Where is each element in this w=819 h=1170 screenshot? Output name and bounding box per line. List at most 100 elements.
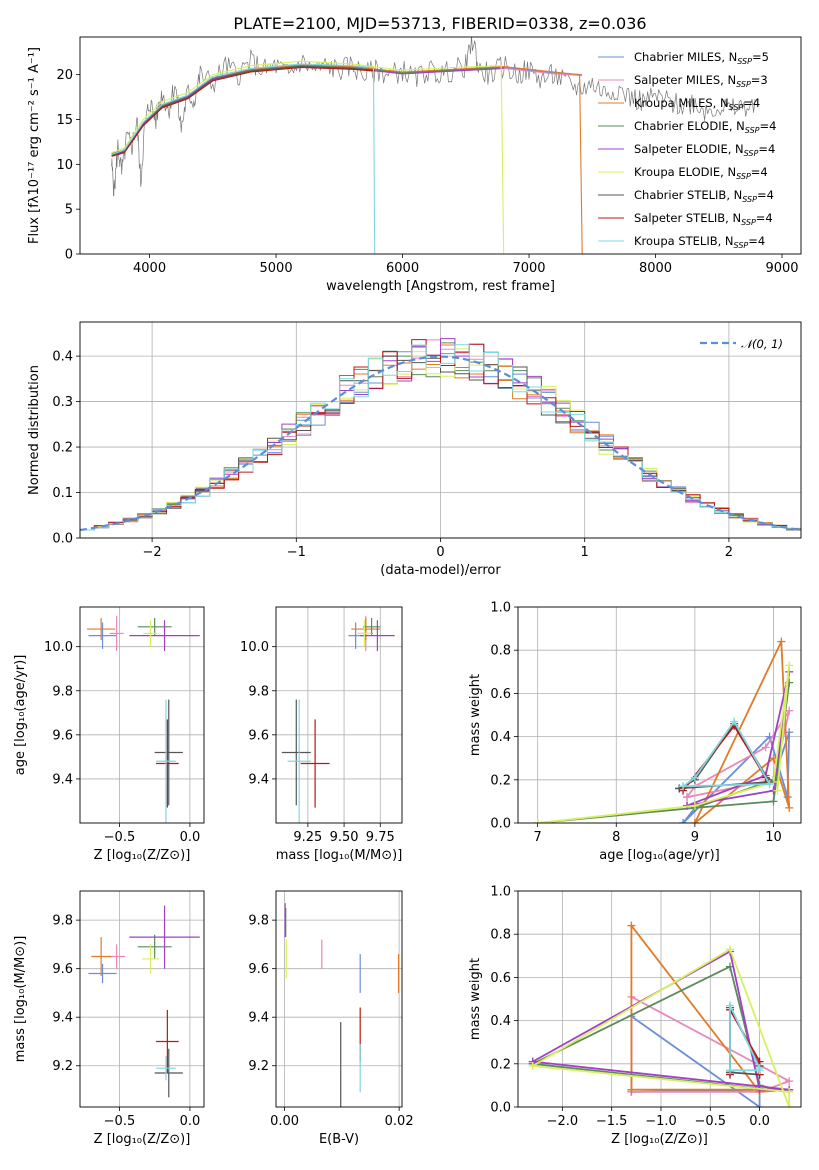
- weight-marker: [528, 1061, 537, 1070]
- weight-marker: [726, 1066, 735, 1075]
- x-tick-label: −2: [143, 545, 162, 560]
- axes-frame: [517, 890, 802, 1108]
- model-spectrum-line: [111, 66, 583, 156]
- residuals-panel: −2 −1 0 1 2 0.0 0.1 0.2 0.3 0.4 (data-model)/error…: [27, 321, 802, 578]
- y-tick-label: 0.6: [490, 971, 511, 986]
- legend-label: Kroupa ELODIE, NSSP=4: [634, 165, 768, 181]
- weight-marker: [785, 728, 794, 737]
- x-tick-label: −0.5: [104, 1114, 136, 1129]
- model-spectrum-line: [111, 63, 376, 254]
- x-tick-label: 4000: [133, 261, 166, 276]
- y-tick-label: 0.2: [490, 773, 511, 788]
- weight-marker: [690, 801, 699, 810]
- axes-frame: [517, 606, 802, 824]
- x-axis-label: (data-model)/error: [380, 563, 501, 578]
- x-tick-label: −2.0: [547, 1114, 579, 1129]
- y-tick-label: 0.4: [52, 350, 73, 365]
- weight_vs_z-plot-area: [528, 921, 794, 1107]
- weight-marker: [769, 797, 778, 806]
- x-tick-label: 1: [581, 545, 589, 560]
- x-tick-label: −1: [287, 545, 306, 560]
- legend-label-name: Salpeter STELIB, N: [634, 211, 741, 225]
- legend-label: Salpeter ELODIE, NSSP=4: [634, 142, 775, 158]
- y-tick-label: 9.2: [52, 1059, 73, 1074]
- x-tick-label: 0.0: [180, 1114, 201, 1129]
- x-tick-label: −0.5: [104, 830, 136, 845]
- y-tick-label: 0.8: [490, 928, 511, 943]
- legend-label-suffix: =4: [748, 234, 765, 248]
- model-spectrum-line: [111, 66, 375, 156]
- weight-marker: [785, 1077, 794, 1086]
- weight-marker: [627, 921, 636, 930]
- x-tick-label: 0.00: [270, 1114, 299, 1129]
- y-tick-label: 0.4: [490, 730, 511, 745]
- y-tick-label: 9.6: [52, 962, 73, 977]
- mass_vs_ebv-plot-area: [284, 903, 400, 1107]
- axes-frame: [79, 606, 205, 824]
- legend-label-suffix: =4: [743, 96, 760, 110]
- y-tick-label: 9.8: [248, 684, 269, 699]
- x-tick-label: 9.25: [293, 830, 322, 845]
- axes-frame: [79, 36, 802, 255]
- legend-label-sub: SSP: [729, 103, 744, 112]
- spectrum-panel: 4000 5000 6000 7000 8000 9000 0 5 10 15 20 waveleng…: [27, 36, 802, 294]
- y-tick-label: 20: [56, 68, 73, 83]
- weight-marker: [683, 793, 692, 802]
- weight-marker: [773, 786, 782, 795]
- x-tick-label: 6000: [386, 261, 419, 276]
- y-tick-label: 9.4: [248, 772, 269, 787]
- model-spectrum-line: [111, 66, 375, 157]
- weight-marker: [785, 803, 794, 812]
- x-tick-label: 0.0: [749, 1114, 770, 1129]
- residual-histogram: [80, 355, 801, 531]
- y-tick-label: 9.2: [248, 1059, 269, 1074]
- weight-marker: [679, 819, 688, 823]
- legend-label: 𝒩(0, 1): [741, 337, 783, 351]
- y-tick-label: 0: [65, 248, 73, 263]
- y-tick-label: 0.2: [52, 441, 73, 456]
- axes-frame: [79, 321, 802, 539]
- x-axis-label: wavelength [Angstrom, rest frame]: [326, 279, 555, 294]
- legend-label-sub: SSP: [744, 149, 759, 158]
- weight-line: [532, 948, 791, 1107]
- weight-marker: [785, 1103, 794, 1107]
- residuals-plot-area: [80, 338, 801, 532]
- x-tick-label: 7: [534, 830, 542, 845]
- model-spectrum-line: [111, 66, 504, 156]
- legend-label-name: Kroupa ELODIE, N: [634, 165, 736, 179]
- legend-label: Kroupa MILES, NSSP=4: [634, 96, 760, 112]
- legend-label-name: Chabrier STELIB, N: [634, 188, 742, 202]
- legend-label-suffix: =4: [751, 165, 768, 179]
- y-tick-label: 1.0: [490, 885, 511, 900]
- weight-marker: [785, 661, 794, 670]
- weight-marker: [533, 819, 542, 823]
- x-tick-label: 8000: [639, 261, 672, 276]
- y-tick-label: 9.4: [52, 772, 73, 787]
- legend-label-name: Salpeter MILES, N: [634, 73, 736, 87]
- legend-label: Chabrier ELODIE, NSSP=4: [634, 119, 776, 135]
- legend-label-suffix: =4: [760, 119, 777, 133]
- legend-label-suffix: =4: [757, 188, 774, 202]
- y-tick-label: 0.0: [490, 1101, 511, 1116]
- y-axis-label: mass weight: [468, 958, 483, 1040]
- weight-marker: [761, 743, 770, 752]
- y-tick-label: 0.1: [52, 486, 73, 501]
- x-axis-label: Z [log₁₀(Z/Z⊙)]: [94, 848, 191, 863]
- y-tick-label: 9.6: [248, 962, 269, 977]
- legend-label-name: Chabrier MILES, N: [634, 50, 737, 64]
- y-tick-label: 0.8: [490, 644, 511, 659]
- x-axis-label: E(B-V): [319, 1132, 359, 1147]
- x-tick-label: 2: [725, 545, 733, 560]
- legend-label: Chabrier MILES, NSSP=5: [634, 50, 769, 66]
- weight-marker: [785, 1087, 794, 1096]
- y-tick-label: 10: [56, 158, 73, 173]
- y-tick-label: 0.0: [52, 532, 73, 547]
- x-tick-label: −0.5: [694, 1114, 726, 1129]
- legend-label-suffix: =3: [751, 73, 768, 87]
- x-tick-label: 9.50: [330, 830, 359, 845]
- legend-label-sub: SSP: [745, 126, 760, 135]
- legend-label-suffix: =5: [752, 50, 769, 64]
- x-axis-label: Z [log₁₀(Z/Z⊙)]: [94, 1132, 191, 1147]
- spectrum-plot-area: [111, 37, 756, 254]
